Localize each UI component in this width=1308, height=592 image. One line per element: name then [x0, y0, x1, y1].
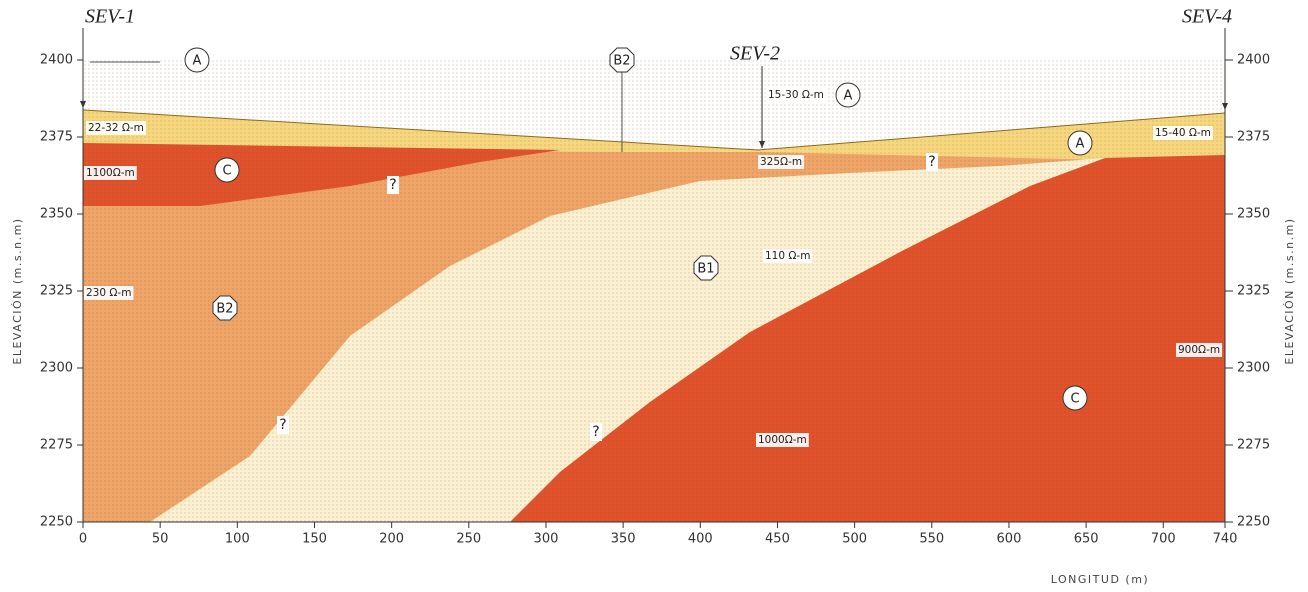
unit-label: C	[222, 164, 231, 179]
x-tick-label: 450	[765, 532, 790, 547]
unit-label: B2	[216, 302, 233, 317]
y-axis-label-right: ELEVACIÓN (m.s.n.m)	[1283, 217, 1296, 364]
unit-label: A	[193, 54, 202, 69]
y-tick-label-right: 2350	[1237, 207, 1270, 222]
y-tick-label-right: 2375	[1237, 130, 1270, 145]
y-tick-label-right: 2250	[1237, 515, 1270, 530]
x-tick-label: 350	[611, 532, 636, 547]
unit-label: A	[1076, 137, 1085, 152]
y-tick-label-right: 2325	[1237, 284, 1270, 299]
resistivity-label: 15-40 Ω-m	[1155, 127, 1211, 139]
y-tick-label-right: 2400	[1237, 53, 1270, 68]
x-tick-label: 400	[688, 532, 713, 547]
unit-label: C	[1070, 392, 1079, 407]
x-tick-label: 650	[1074, 532, 1099, 547]
x-tick-label: 100	[225, 532, 250, 547]
y-tick-label-right: 2275	[1237, 438, 1270, 453]
resistivity-label: 230 Ω-m	[86, 287, 131, 299]
x-tick-label: 740	[1213, 532, 1238, 547]
y-tick-label: 2325	[40, 284, 73, 299]
y-axis-label: ELEVACIÓN (m.s.n.m)	[11, 217, 24, 364]
x-tick-label: 200	[379, 532, 404, 547]
resistivity-label: 110 Ω-m	[765, 250, 810, 262]
y-tick-label: 2375	[40, 130, 73, 145]
texture	[83, 60, 1225, 522]
y-tick-label: 2250	[40, 515, 73, 530]
x-tick-label: 500	[842, 532, 867, 547]
y-tick-label: 2350	[40, 207, 73, 222]
y-tick-label-right: 2300	[1237, 361, 1270, 376]
cross-section: LONGITUD (m) ELEVACIÓN (m.s.n.m) ELEVACI…	[0, 0, 1308, 592]
uncertain-mark: ?	[389, 177, 396, 193]
sounding-label: SEV-2	[730, 43, 780, 65]
resistivity-label: 15-30 Ω-m	[768, 89, 824, 101]
resistivity-label: 900Ω-m	[1178, 344, 1220, 356]
x-tick-label: 300	[534, 532, 559, 547]
resistivity-label: 325Ω-m	[760, 156, 802, 168]
uncertain-mark: ?	[928, 154, 935, 170]
unit-label: A	[844, 89, 853, 104]
x-tick-label: 600	[997, 532, 1022, 547]
y-tick-label: 2300	[40, 361, 73, 376]
x-tick-label: 250	[456, 532, 481, 547]
x-axis-label: LONGITUD (m)	[1051, 573, 1149, 586]
resistivity-label: 1100Ω-m	[86, 167, 135, 179]
unit-label: B2	[613, 54, 630, 69]
geologic-layers	[83, 60, 1225, 522]
resistivity-label: 1000Ω-m	[758, 434, 807, 446]
x-tick-label: 550	[919, 532, 944, 547]
y-tick-label: 2275	[40, 438, 73, 453]
unit-label: B1	[697, 262, 714, 277]
sounding-label: SEV-1	[85, 6, 135, 28]
resistivity-label: 22-32 Ω-m	[88, 122, 144, 134]
x-tick-label: 700	[1151, 532, 1176, 547]
x-tick-label: 0	[79, 532, 87, 547]
y-tick-label: 2400	[40, 53, 73, 68]
x-tick-label: 50	[152, 532, 169, 547]
uncertain-mark: ?	[592, 424, 599, 440]
sounding-label: SEV-4	[1182, 6, 1232, 28]
x-tick-label: 150	[302, 532, 327, 547]
uncertain-mark: ?	[279, 417, 286, 433]
